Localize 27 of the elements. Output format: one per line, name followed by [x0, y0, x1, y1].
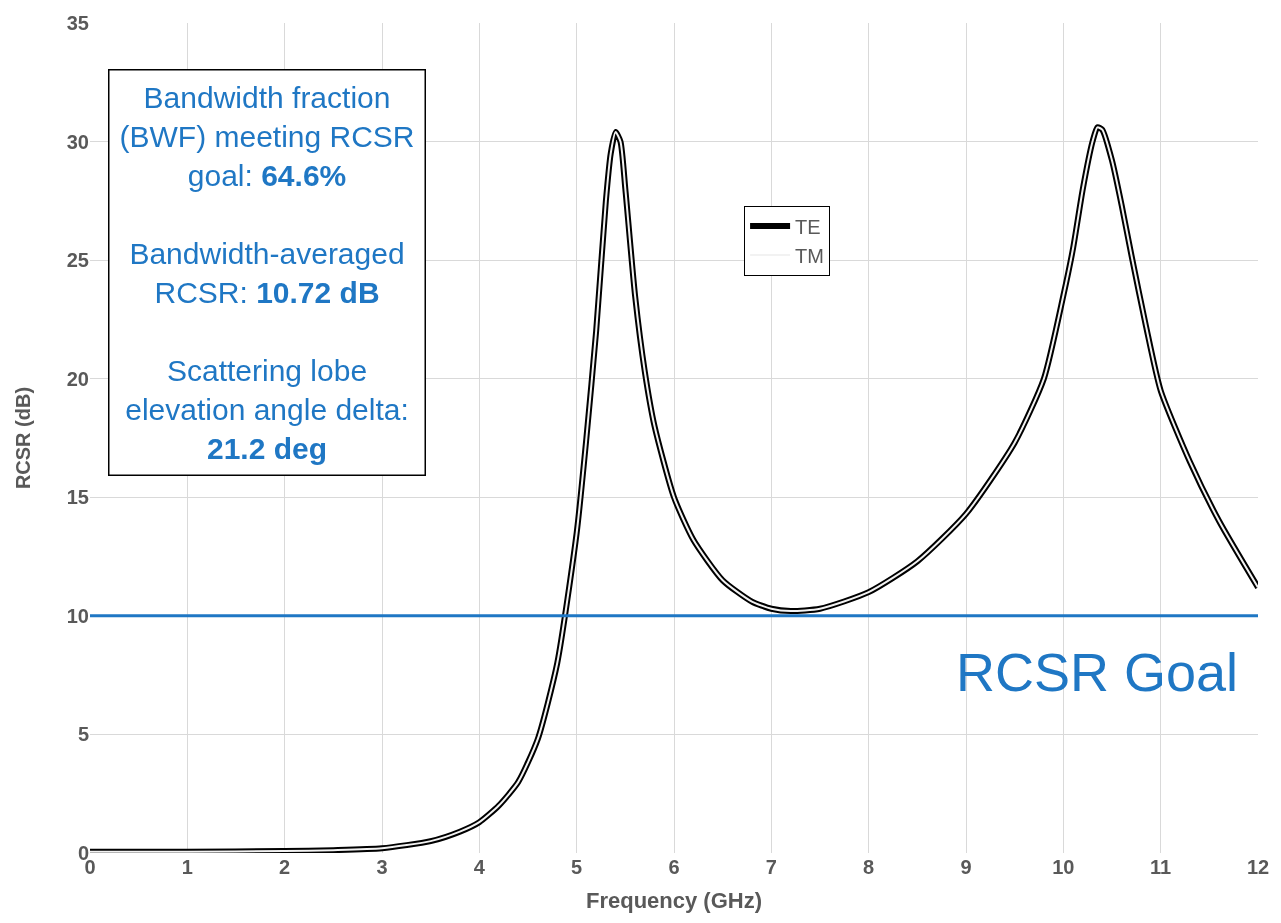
x-tick-label: 6	[668, 856, 680, 878]
annotation: Scattering lobe elevation angle delta: 21.2 deg	[125, 353, 409, 465]
x-tick-label: 9	[960, 856, 972, 878]
y-tick-label: 5	[77, 723, 89, 746]
x-tick-label: 11	[1150, 856, 1172, 878]
ref-line-label: RCSR Goal	[956, 642, 1239, 702]
x-tick-label: 10	[1052, 856, 1075, 878]
annotation: Bandwidth fraction (BWF) meeting RCSR goal: 64.6%	[119, 80, 415, 192]
y-tick-label: 35	[66, 12, 89, 34]
x-tick-label: 2	[279, 856, 291, 878]
legend-label: TM	[795, 244, 824, 267]
y-tick-label: 10	[66, 604, 89, 627]
x-tick-label: 8	[863, 856, 875, 878]
x-tick-label: 5	[571, 856, 583, 878]
x-tick-label: 3	[376, 856, 388, 878]
y-axis-title: RCSR (dB)	[12, 386, 35, 490]
x-tick-label: 7	[765, 856, 777, 878]
x-axis-title: Frequency (GHz)	[585, 887, 763, 913]
legend-label: TE	[795, 215, 821, 238]
annotation: Bandwidth-averaged RCSR: 10.72 dB	[129, 236, 405, 309]
y-tick-label: 20	[66, 367, 89, 390]
x-tick-label: 4	[473, 856, 486, 878]
y-tick-label: 25	[66, 249, 89, 272]
x-tick-label: 1	[181, 856, 193, 878]
y-tick-label: 15	[66, 486, 89, 509]
x-tick-label: 12	[1246, 856, 1270, 878]
y-tick-label: 30	[66, 130, 89, 153]
